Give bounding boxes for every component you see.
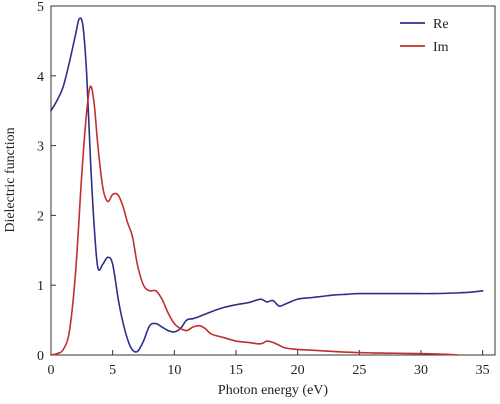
y-tick-label: 4 xyxy=(37,70,44,85)
y-tick-label: 3 xyxy=(37,140,44,155)
y-tick-label: 2 xyxy=(37,209,44,224)
y-axis-label: Dielectric function xyxy=(3,127,18,232)
plot-frame xyxy=(50,5,496,356)
x-tick-label: 20 xyxy=(291,363,305,378)
x-tick-label: 0 xyxy=(48,363,55,378)
x-tick-label: 5 xyxy=(109,363,116,378)
y-tick-label: 0 xyxy=(37,349,44,364)
series-line-im xyxy=(50,85,459,356)
series-line-re xyxy=(50,17,484,353)
y-tick-label: 1 xyxy=(37,279,44,294)
legend-label-re: Re xyxy=(433,17,449,32)
x-tick-label: 25 xyxy=(352,363,366,378)
x-axis-label: Photon energy (eV) xyxy=(218,383,328,398)
x-tick-label: 10 xyxy=(167,363,181,378)
legend: Re Im xyxy=(400,17,449,55)
legend-label-im: Im xyxy=(433,40,449,55)
x-tick-label: 30 xyxy=(414,363,428,378)
axis-ticks: 0 5 10 15 20 25 30 35 0 1 2 3 4 5 xyxy=(37,0,490,378)
series-lines xyxy=(50,17,484,356)
x-tick-label: 35 xyxy=(476,363,490,378)
x-tick-label: 15 xyxy=(229,363,243,378)
y-tick-label: 5 xyxy=(37,0,44,15)
